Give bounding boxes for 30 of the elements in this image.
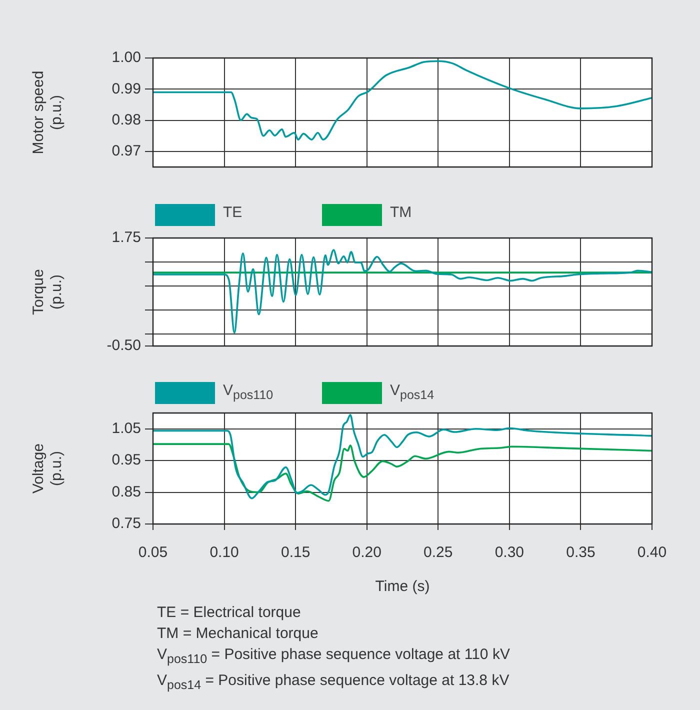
legend-label: TM	[390, 204, 412, 221]
x-tick-label: 0.40	[637, 544, 667, 562]
text: TE = Electrical torque	[157, 603, 302, 623]
legend-label: V$_{pos110}$	[223, 382, 274, 402]
x-tick-label: 0.05	[138, 544, 168, 562]
x-axis-title: Time (s)	[375, 578, 430, 596]
y-tick-label: 1.05	[112, 420, 141, 437]
y-axis-title: Torque (p.u.)	[30, 269, 66, 315]
y-tick-label: 1.75	[112, 229, 141, 246]
y-tick-label: 0.99	[112, 80, 141, 98]
x-tick-label: 0.10	[210, 544, 239, 562]
y-tick-label: 1.00	[112, 49, 141, 66]
y-tick-label: 0.85	[112, 483, 141, 500]
x-tick-label: 0.15	[280, 544, 310, 562]
y-tick-label: 0.98	[112, 111, 141, 128]
y-axis-title: Motor speed (p.u.)	[30, 70, 66, 154]
text: V$_{pos110}$ = Positive phase sequence voltage at 110 kV	[157, 645, 510, 668]
x-tick-label: 0.30	[494, 544, 524, 562]
y-axis-title: Voltage (p.u.)	[30, 443, 66, 494]
y-tick-label: 0.75	[112, 515, 141, 532]
x-tick-label: 0.20	[352, 544, 382, 562]
x-tick-label: 0.25	[424, 544, 453, 562]
y-tick-label: 0.95	[112, 452, 141, 469]
y-tick-label: 0.97	[112, 142, 141, 160]
legend-label: TE	[223, 204, 242, 221]
text: V$_{pos14}$ = Positive phase sequence voltage at 13.8 kV	[157, 671, 510, 694]
text: TM = Mechanical torque	[157, 624, 320, 644]
x-tick-label: 0.35	[566, 544, 596, 562]
y-tick-label: -0.50	[106, 337, 141, 354]
legend-label: V$_{pos14}$	[390, 382, 434, 402]
